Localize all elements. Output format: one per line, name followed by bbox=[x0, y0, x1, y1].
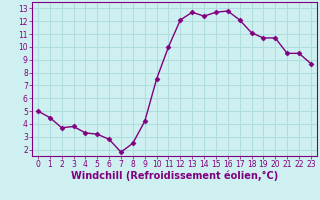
X-axis label: Windchill (Refroidissement éolien,°C): Windchill (Refroidissement éolien,°C) bbox=[71, 171, 278, 181]
